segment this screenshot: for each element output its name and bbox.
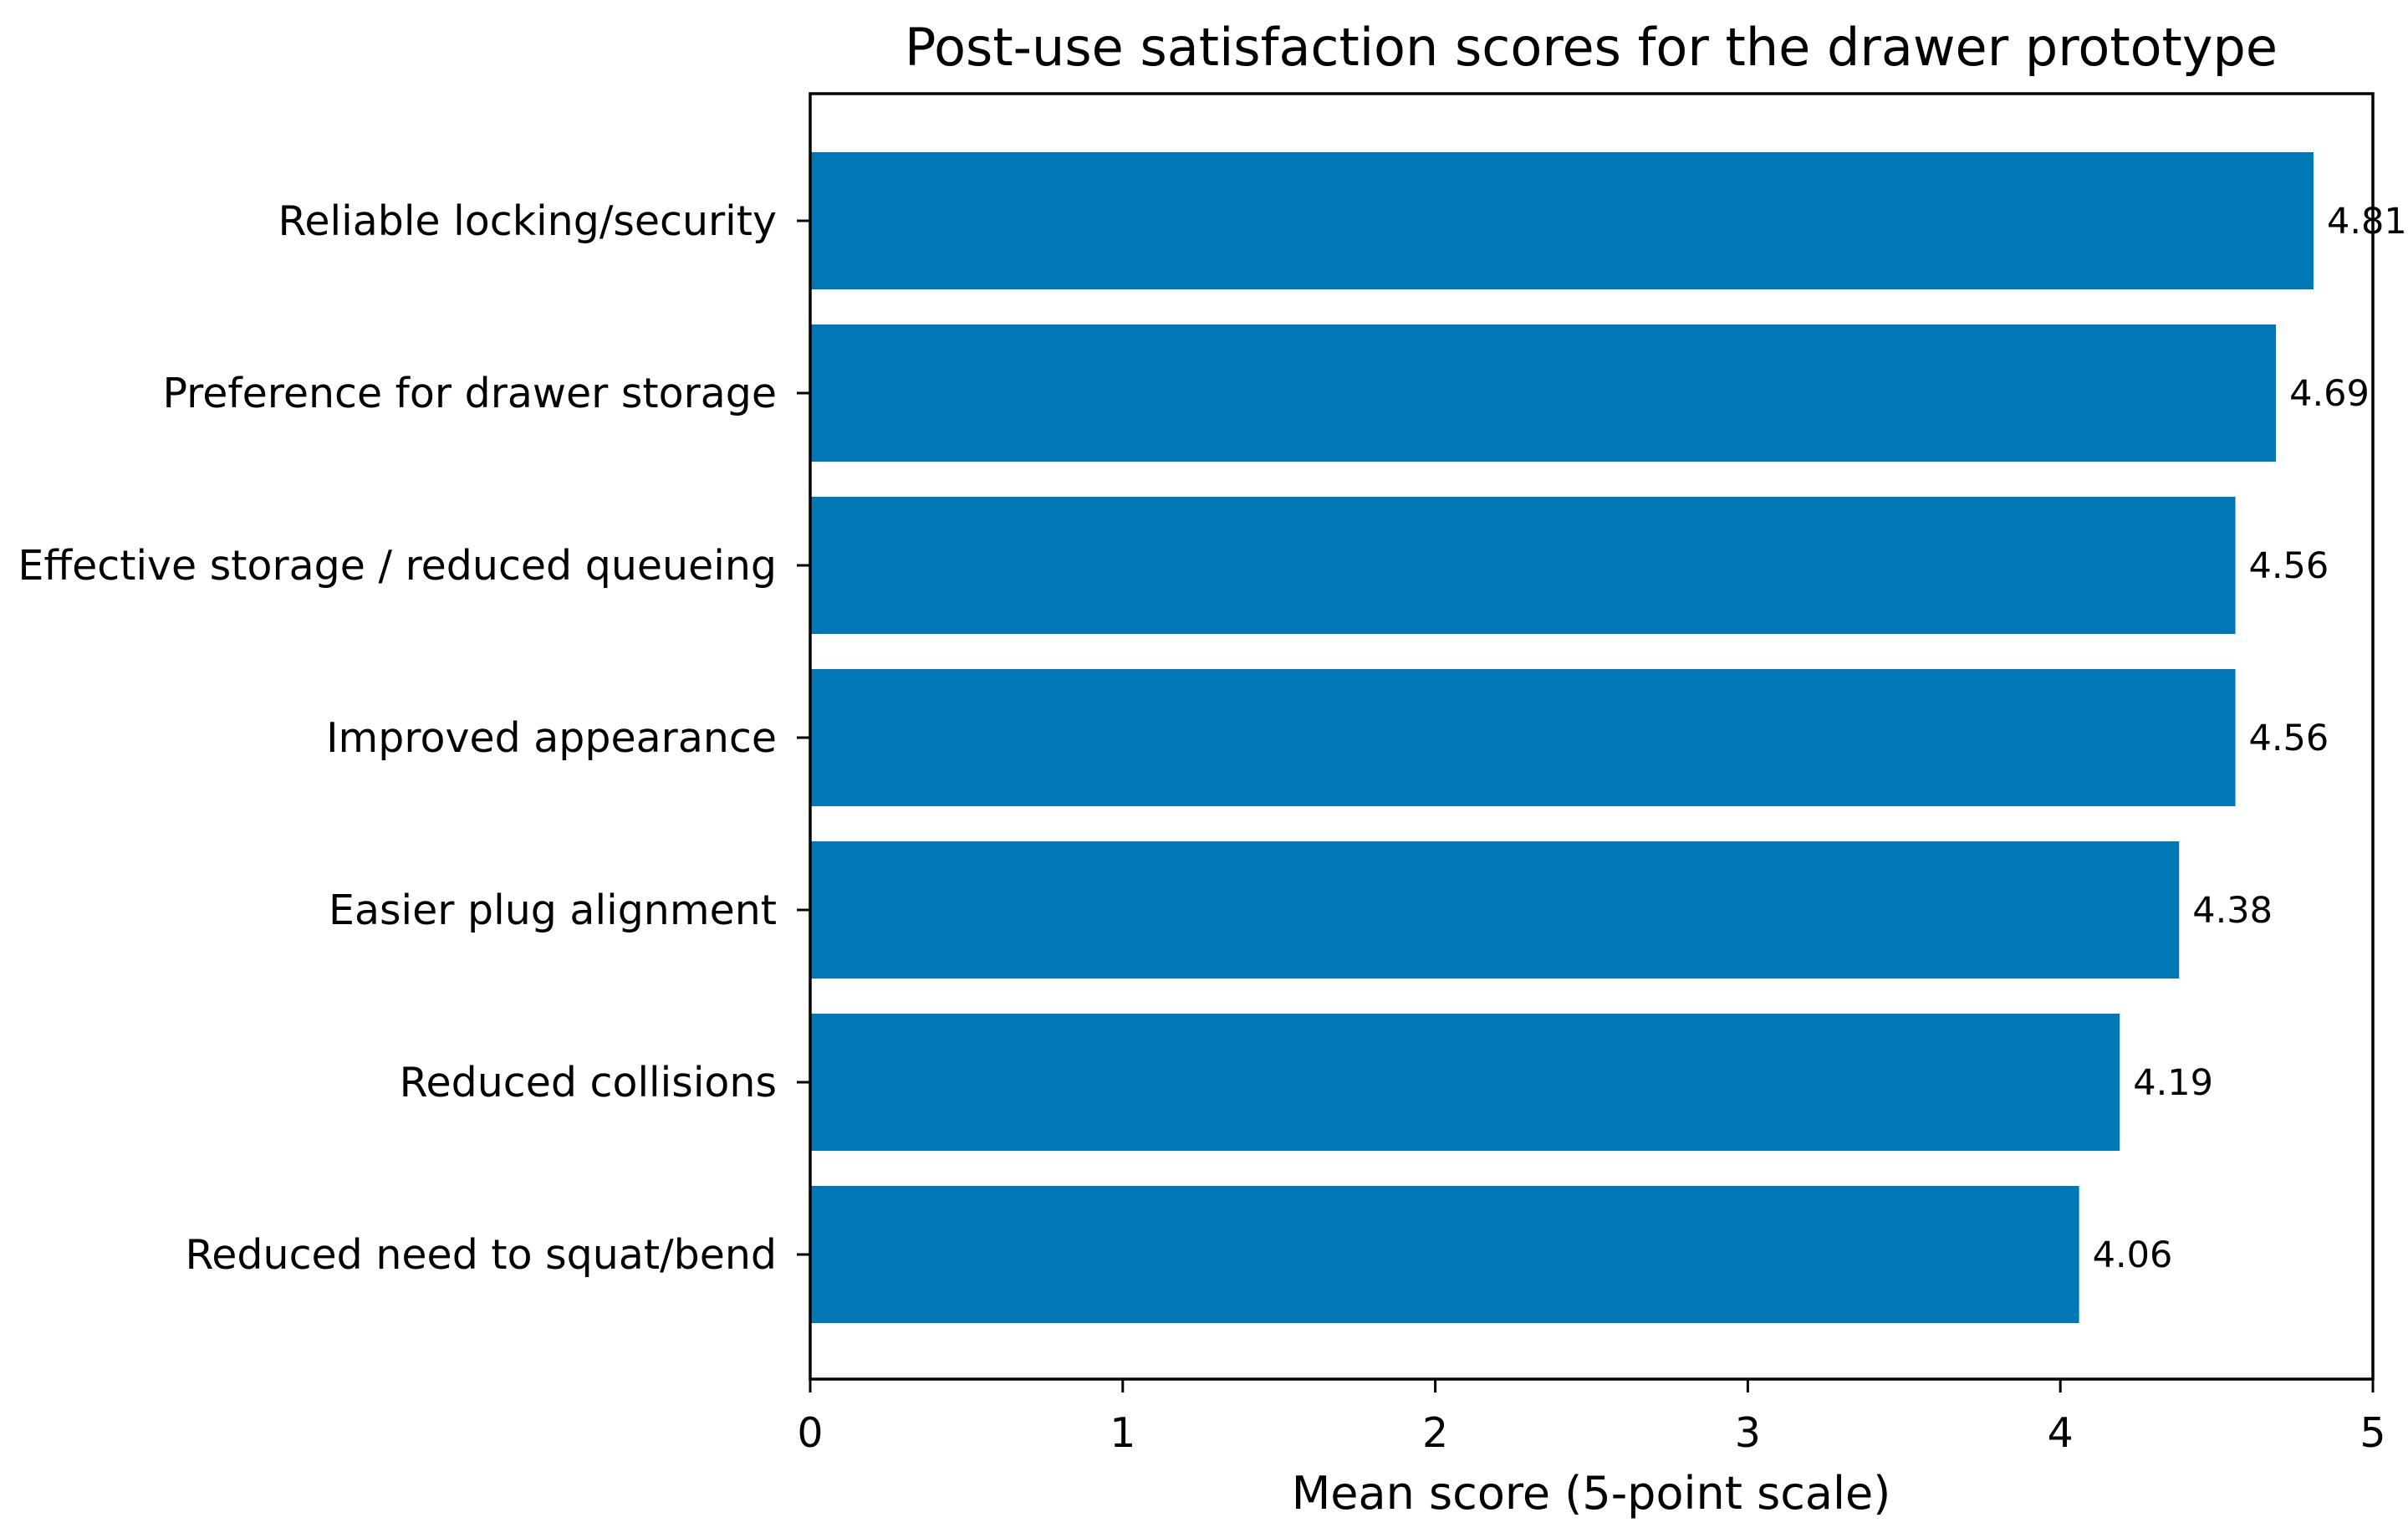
category-label: Improved appearance [326, 714, 777, 762]
value-label: 4.69 [2289, 373, 2370, 415]
bar [810, 324, 2277, 462]
category-label: Easier plug alignment [329, 887, 777, 934]
bars-layer [810, 152, 2314, 1323]
category-label: Effective storage / reduced queueing [18, 542, 777, 590]
plot-frame [809, 92, 2375, 1381]
bar [810, 1186, 2079, 1323]
x-tick-label: 0 [797, 1409, 823, 1457]
category-label: Preference for drawer storage [162, 370, 777, 417]
category-label: Reliable locking/security [278, 197, 777, 245]
bar [810, 669, 2236, 806]
x-tick-label: 3 [1735, 1409, 1761, 1457]
category-label: Reduced collisions [400, 1059, 777, 1106]
x-axis: 0 1 2 3 4 5 [797, 1379, 2386, 1457]
value-label: 4.56 [2249, 718, 2329, 759]
x-tick-label: 2 [1422, 1409, 1448, 1457]
chart-title: Post-use satisfaction scores for the dra… [905, 17, 2278, 78]
category-labels: Reliable locking/security Preference for … [18, 197, 810, 1279]
bar [810, 497, 2236, 634]
x-tick-label: 4 [2048, 1409, 2074, 1457]
x-tick-label: 5 [2360, 1409, 2385, 1457]
value-labels: 4.81 4.69 4.56 4.56 4.38 4.19 4.06 [2093, 201, 2407, 1276]
category-label: Reduced need to squat/bend [185, 1231, 777, 1279]
value-label: 4.06 [2093, 1234, 2173, 1276]
bar [810, 152, 2314, 289]
value-label: 4.19 [2133, 1062, 2213, 1104]
value-label: 4.56 [2249, 545, 2329, 587]
bar [810, 1014, 2120, 1151]
value-label: 4.81 [2327, 201, 2407, 243]
bar [810, 841, 2180, 979]
x-axis-title: Mean score (5-point scale) [1292, 1467, 1891, 1520]
x-tick-label: 1 [1110, 1409, 1135, 1457]
value-label: 4.38 [2192, 890, 2273, 932]
